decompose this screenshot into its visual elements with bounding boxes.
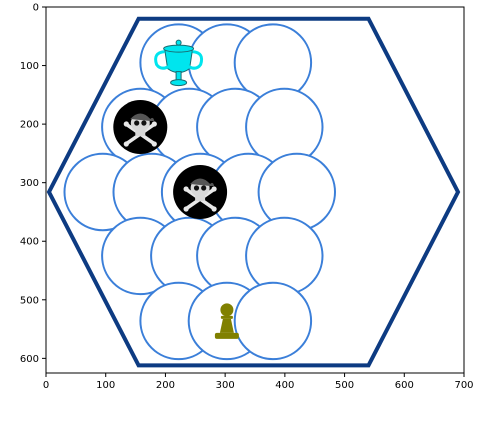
y-tick-label: 300 — [20, 178, 39, 189]
trophy-icon[interactable] — [154, 39, 204, 87]
x-tick-label: 400 — [275, 380, 294, 391]
skull-crossbones-icon[interactable] — [113, 100, 168, 154]
x-tick-label: 700 — [454, 380, 473, 391]
x-tick-label: 600 — [395, 380, 414, 391]
y-tick-label: 200 — [20, 120, 39, 131]
board-cell-r1-c3[interactable] — [245, 87, 324, 167]
x-axis: 0 100 200 300 400 500 600 700 — [43, 373, 474, 391]
y-tick-label: 100 — [20, 61, 39, 72]
y-tick-label: 0 — [33, 3, 39, 14]
x-tick-label: 200 — [156, 380, 175, 391]
skull-crossbones-icon[interactable] — [173, 165, 228, 219]
pieces — [113, 39, 239, 339]
pawn-icon[interactable] — [214, 303, 239, 339]
y-axis: 0 100 200 300 400 500 600 — [20, 3, 46, 365]
y-tick-label: 600 — [20, 354, 39, 365]
board-cell-r3-c3[interactable] — [245, 216, 324, 296]
x-tick-label: 0 — [43, 380, 49, 391]
board-cell-r2-c4[interactable] — [257, 152, 336, 232]
y-tick-label: 500 — [20, 295, 39, 306]
x-tick-label: 500 — [335, 380, 354, 391]
x-tick-label: 100 — [96, 380, 115, 391]
x-tick-label: 300 — [216, 380, 235, 391]
board-hexagon-border — [46, 16, 461, 368]
y-tick-label: 400 — [20, 237, 39, 248]
board — [46, 16, 461, 368]
board-cell-r4-c2[interactable] — [233, 281, 313, 361]
